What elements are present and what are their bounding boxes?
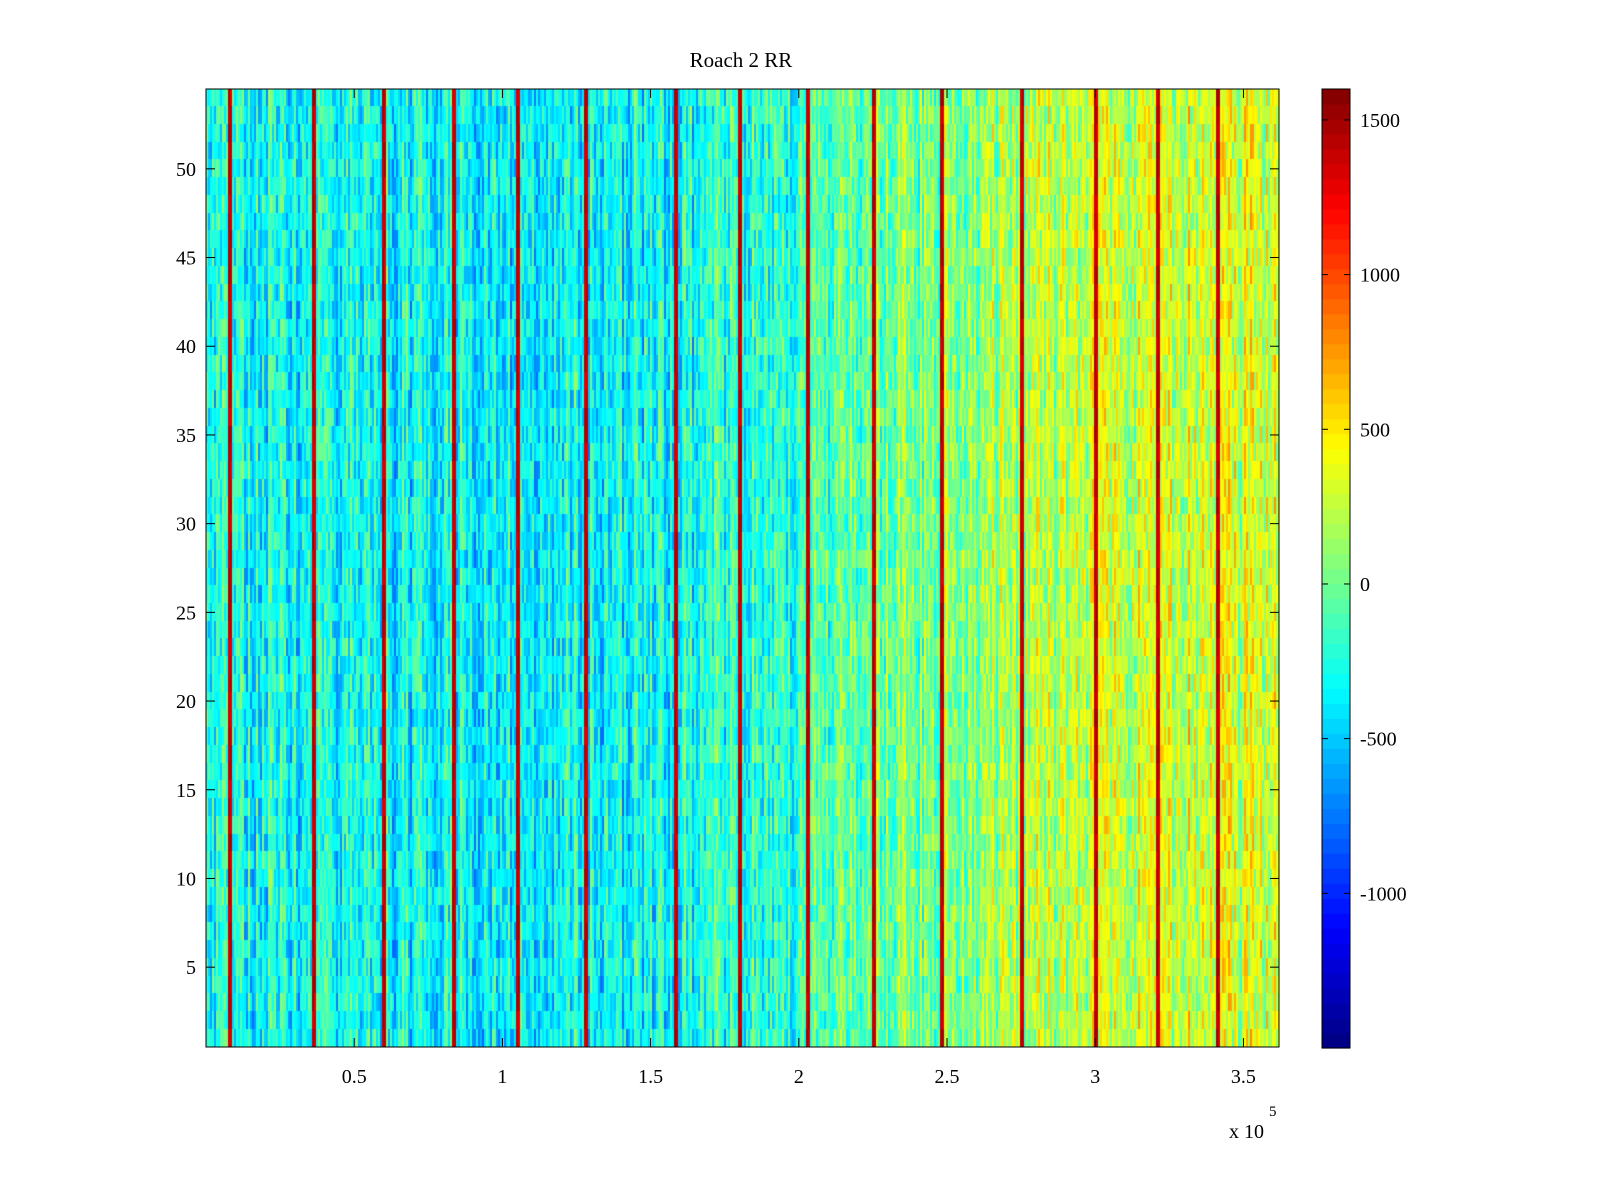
colorbar-band bbox=[1322, 793, 1350, 809]
colorbar-band bbox=[1322, 988, 1350, 1004]
colorbar-band bbox=[1322, 883, 1350, 899]
y-tick-label: 15 bbox=[176, 780, 196, 802]
chart-title: Roach 2 RR bbox=[690, 48, 793, 72]
colorbar-band bbox=[1322, 898, 1350, 914]
colorbar-band bbox=[1322, 313, 1350, 330]
y-tick-label: 25 bbox=[176, 602, 196, 624]
colorbar-band bbox=[1322, 913, 1350, 929]
colorbar-band bbox=[1322, 298, 1350, 315]
x-multiplier-label: x 10 bbox=[1229, 1121, 1264, 1143]
colorbar-band bbox=[1322, 673, 1350, 689]
colorbar-band bbox=[1322, 583, 1350, 600]
colorbar-band bbox=[1322, 418, 1350, 435]
colorbar-tick-label: 0 bbox=[1360, 574, 1370, 596]
colorbar-band bbox=[1322, 838, 1350, 854]
y-tick-label: 5 bbox=[186, 957, 196, 979]
colorbar-band bbox=[1322, 943, 1350, 959]
colorbar-tick-label: -500 bbox=[1360, 729, 1397, 751]
colorbar-band bbox=[1322, 628, 1350, 645]
x-tick-label: 2.5 bbox=[935, 1066, 960, 1088]
colorbar-band bbox=[1322, 763, 1350, 779]
colorbar-band bbox=[1322, 1018, 1350, 1034]
colorbar-band bbox=[1322, 658, 1350, 674]
y-tick-label: 10 bbox=[176, 868, 196, 890]
colorbar-band bbox=[1322, 868, 1350, 884]
colorbar-band bbox=[1322, 163, 1350, 180]
colorbar-band bbox=[1322, 463, 1350, 480]
x-axis: 0.5 1 1.5 2 2.5 3 3.5 bbox=[342, 89, 1256, 1088]
colorbar-band bbox=[1322, 433, 1350, 450]
colorbar-tick-label: 1000 bbox=[1360, 265, 1400, 287]
colorbar-band bbox=[1322, 448, 1350, 465]
colorbar-band bbox=[1322, 208, 1350, 225]
colorbar-band bbox=[1322, 928, 1350, 944]
colorbar-band bbox=[1322, 553, 1350, 570]
colorbar-tick-label: 1500 bbox=[1360, 110, 1400, 132]
colorbar-band bbox=[1322, 823, 1350, 839]
colorbar-tick-label: -1000 bbox=[1360, 883, 1407, 905]
colorbar-band bbox=[1322, 89, 1350, 105]
colorbar-band bbox=[1322, 493, 1350, 510]
x-multiplier-exponent: 5 bbox=[1269, 1104, 1277, 1120]
colorbar-band bbox=[1322, 703, 1350, 719]
colorbar-band bbox=[1322, 523, 1350, 540]
heatmap-cells bbox=[206, 89, 1279, 1047]
colorbar bbox=[1322, 89, 1350, 1049]
colorbar-band bbox=[1322, 223, 1350, 240]
colorbar-frame bbox=[1321, 88, 1351, 1049]
colorbar-band bbox=[1322, 1033, 1350, 1049]
colorbar-band bbox=[1322, 148, 1350, 165]
colorbar-ticks: 1500 1000 500 0 -500 -1000 bbox=[1322, 110, 1407, 905]
y-tick-label: 45 bbox=[176, 248, 196, 270]
x-tick-label: 3.5 bbox=[1231, 1066, 1256, 1088]
y-tick-label: 35 bbox=[176, 425, 196, 447]
colorbar-band bbox=[1322, 103, 1350, 120]
colorbar-band bbox=[1322, 778, 1350, 794]
x-tick-label: 0.5 bbox=[342, 1066, 367, 1088]
colorbar-band bbox=[1322, 388, 1350, 405]
y-axis: 5 10 15 20 25 30 35 40 45 50 bbox=[176, 159, 1279, 979]
x-tick-label: 1 bbox=[497, 1066, 507, 1088]
colorbar-band bbox=[1322, 508, 1350, 525]
colorbar-band bbox=[1322, 328, 1350, 345]
colorbar-band bbox=[1322, 343, 1350, 360]
x-tick-label: 1.5 bbox=[638, 1066, 663, 1088]
y-tick-label: 40 bbox=[176, 336, 196, 358]
colorbar-band bbox=[1322, 538, 1350, 555]
colorbar-band bbox=[1322, 1003, 1350, 1019]
colorbar-band bbox=[1322, 478, 1350, 495]
colorbar-band bbox=[1322, 958, 1350, 974]
colorbar-band bbox=[1322, 568, 1350, 585]
colorbar-band bbox=[1322, 643, 1350, 660]
colorbar-band bbox=[1322, 193, 1350, 210]
colorbar-band bbox=[1322, 358, 1350, 375]
colorbar-band bbox=[1322, 688, 1350, 704]
axes-frame bbox=[205, 88, 1280, 1048]
colorbar-band bbox=[1322, 178, 1350, 195]
colorbar-band bbox=[1322, 253, 1350, 270]
colorbar-band bbox=[1322, 973, 1350, 989]
colorbar-band bbox=[1322, 853, 1350, 869]
colorbar-band bbox=[1322, 733, 1350, 749]
x-tick-label: 3 bbox=[1090, 1066, 1100, 1088]
colorbar-band bbox=[1322, 283, 1350, 300]
colorbar-band bbox=[1322, 598, 1350, 615]
colorbar-band bbox=[1322, 403, 1350, 420]
x-tick-label: 2 bbox=[794, 1066, 804, 1088]
colorbar-band bbox=[1322, 748, 1350, 764]
colorbar-band bbox=[1322, 133, 1350, 150]
colorbar-tick-label: 500 bbox=[1360, 419, 1390, 441]
colorbar-band bbox=[1322, 613, 1350, 630]
colorbar-band bbox=[1322, 238, 1350, 255]
colorbar-band bbox=[1322, 118, 1350, 135]
y-tick-label: 20 bbox=[176, 691, 196, 713]
colorbar-band bbox=[1322, 808, 1350, 824]
colorbar-band bbox=[1322, 268, 1350, 285]
heatmap-plot-area bbox=[206, 89, 1279, 1047]
y-tick-label: 30 bbox=[176, 514, 196, 536]
y-tick-label: 50 bbox=[176, 159, 196, 181]
colorbar-band bbox=[1322, 718, 1350, 734]
colorbar-band bbox=[1322, 373, 1350, 390]
